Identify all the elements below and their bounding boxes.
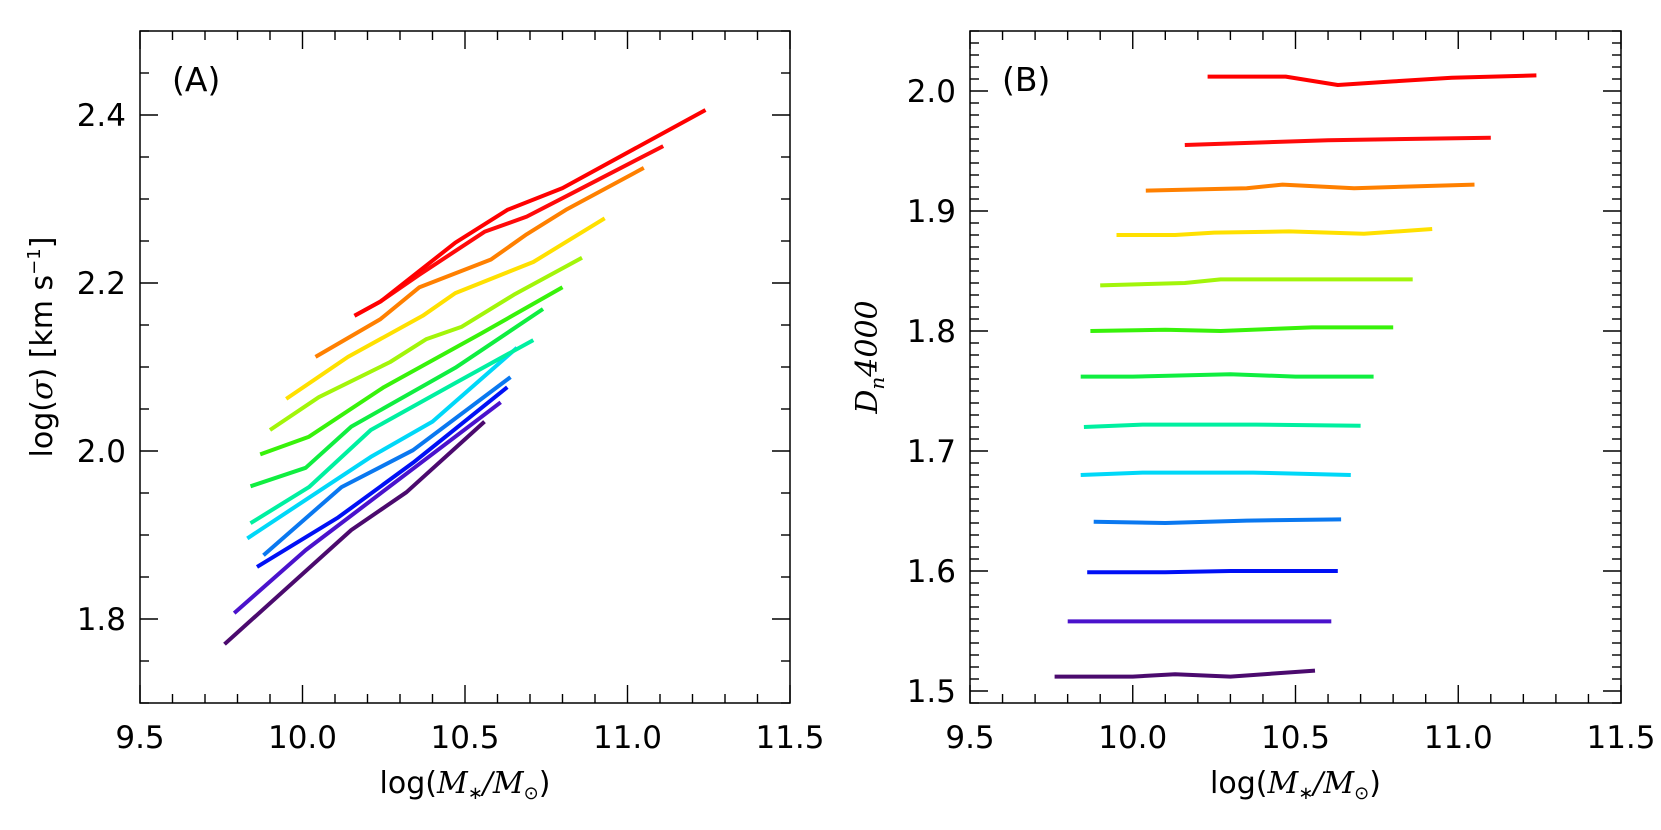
x-tick-label: 10.5 — [430, 720, 499, 756]
y-axis-label: log(σ) [km s−1] — [24, 237, 60, 458]
y-tick-label: 1.5 — [907, 674, 956, 710]
y-tick-label: 2.4 — [77, 98, 126, 134]
series-line — [268, 256, 583, 432]
series-line — [1100, 277, 1413, 288]
series-line — [314, 166, 645, 359]
x-tick-label: 11.5 — [1586, 720, 1655, 756]
panel-a-sigma-vs-mass: 9.5 10.0 10.5 11.0 11.5 1.8 2.0 2.2 2.4 (A) log(M∗… — [24, 30, 825, 804]
y-tick-label: 1.8 — [77, 602, 126, 638]
x-tick-label: 10.0 — [1098, 720, 1167, 756]
series-line — [1080, 372, 1374, 379]
x-axis-label: log(M∗/M⊙) — [1210, 766, 1381, 804]
y-tick-label: 1.9 — [907, 194, 956, 230]
series-line — [255, 385, 509, 569]
y-axis-label: Dn4000 — [850, 300, 889, 414]
plot-frame — [969, 30, 1622, 704]
series-line — [1080, 470, 1351, 477]
y-tick-label: 2.2 — [77, 266, 126, 302]
series-line — [223, 420, 486, 646]
series-line — [262, 375, 512, 557]
plot-frame — [139, 30, 791, 704]
y-tick-label: 1.6 — [907, 554, 956, 590]
x-axis-label: log(M∗/M⊙) — [380, 766, 551, 804]
panel-label: (A) — [172, 60, 220, 99]
series-line — [1054, 668, 1316, 679]
series-line — [1087, 569, 1338, 575]
series-line — [1093, 517, 1342, 525]
series-line — [1145, 182, 1475, 193]
series-line — [259, 285, 564, 457]
series-line — [353, 144, 665, 318]
y-tick-label: 2.0 — [77, 434, 126, 470]
y-tick-label: 2.0 — [907, 74, 956, 110]
series-line — [1116, 227, 1433, 237]
series-line — [1207, 73, 1537, 87]
x-tick-label: 10.0 — [268, 720, 337, 756]
series-line — [249, 307, 545, 489]
x-tick-label: 9.5 — [945, 720, 994, 756]
x-tick-label: 11.5 — [755, 720, 824, 756]
x-tick-label: 9.5 — [115, 720, 164, 756]
panel-b-dn4000-vs-mass: 9.5 10.0 10.5 11.0 11.5 1.5 1.6 1.7 1.8 1.9 2.0 (B)… — [850, 30, 1656, 804]
panel-label: (B) — [1002, 60, 1050, 99]
series-line — [353, 108, 707, 318]
series-line — [1083, 422, 1361, 429]
series-line — [232, 400, 502, 615]
x-tick-label: 11.0 — [1424, 720, 1493, 756]
y-tick-label: 1.7 — [907, 434, 956, 470]
series-line — [249, 338, 535, 525]
series-line — [285, 216, 606, 401]
series-line — [1090, 325, 1394, 333]
series-line — [246, 346, 519, 541]
x-tick-label: 10.5 — [1261, 720, 1330, 756]
series-line — [1184, 135, 1491, 147]
x-tick-label: 11.0 — [593, 720, 662, 756]
y-tick-label: 1.8 — [907, 314, 956, 350]
